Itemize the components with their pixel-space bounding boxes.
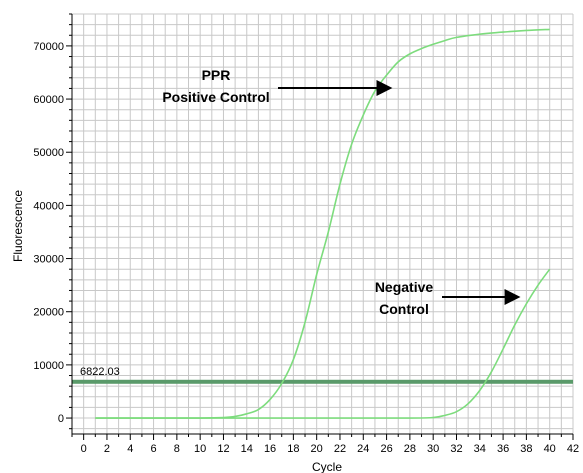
x-tick-label: 16 — [264, 443, 276, 455]
x-tick-label: 30 — [427, 443, 439, 455]
x-tick-label: 20 — [311, 443, 323, 455]
y-tick-label: 30000 — [33, 254, 64, 266]
grid — [71, 13, 574, 434]
x-tick-label: 28 — [404, 443, 416, 455]
x-tick-label: 0 — [81, 443, 87, 455]
positive-control-curve — [95, 28, 550, 419]
y-tick-label: 0 — [58, 413, 64, 425]
x-tick-label: 22 — [334, 443, 346, 455]
x-axis-title: Cycle — [312, 460, 342, 473]
y-tick-label: 50000 — [33, 147, 64, 159]
annotation-label: Control — [379, 301, 429, 317]
x-tick-label: 12 — [217, 443, 229, 455]
annotation-label: Negative — [375, 279, 434, 295]
x-tick-label: 24 — [357, 443, 369, 455]
y-tick-label: 70000 — [33, 41, 64, 53]
y-tick-label: 20000 — [33, 307, 64, 319]
y-tick-label: 40000 — [33, 200, 64, 212]
x-tick-label: 18 — [287, 443, 299, 455]
x-tick-label: 2 — [104, 443, 110, 455]
x-tick-label: 8 — [174, 443, 180, 455]
x-tick-label: 32 — [450, 443, 462, 455]
annotations: PPR Positive Control Negative Control — [162, 67, 521, 317]
threshold: 6822.03 — [72, 366, 573, 384]
x-tick-label: 14 — [241, 443, 253, 455]
y-tick-label: 10000 — [33, 360, 64, 372]
x-tick-label: 26 — [380, 443, 392, 455]
y-tick-label: 60000 — [33, 94, 64, 106]
x-tick-label: 4 — [127, 443, 133, 455]
x-tick-label: 42 — [567, 443, 579, 455]
series — [95, 28, 551, 419]
x-tick-label: 36 — [497, 443, 509, 455]
annotation-label: Positive Control — [162, 89, 269, 105]
y-axis-title: Fluorescence — [11, 190, 25, 262]
annotation-label: PPR — [202, 67, 231, 83]
threshold-label: 6822.03 — [80, 366, 120, 378]
x-tick-label: 40 — [544, 443, 556, 455]
x-tick-label: 10 — [194, 443, 206, 455]
negative-control-curve — [95, 268, 551, 419]
x-tick-label: 34 — [474, 443, 486, 455]
threshold-line — [72, 379, 573, 384]
x-tick-label: 38 — [520, 443, 532, 455]
x-tick-label: 6 — [150, 443, 156, 455]
